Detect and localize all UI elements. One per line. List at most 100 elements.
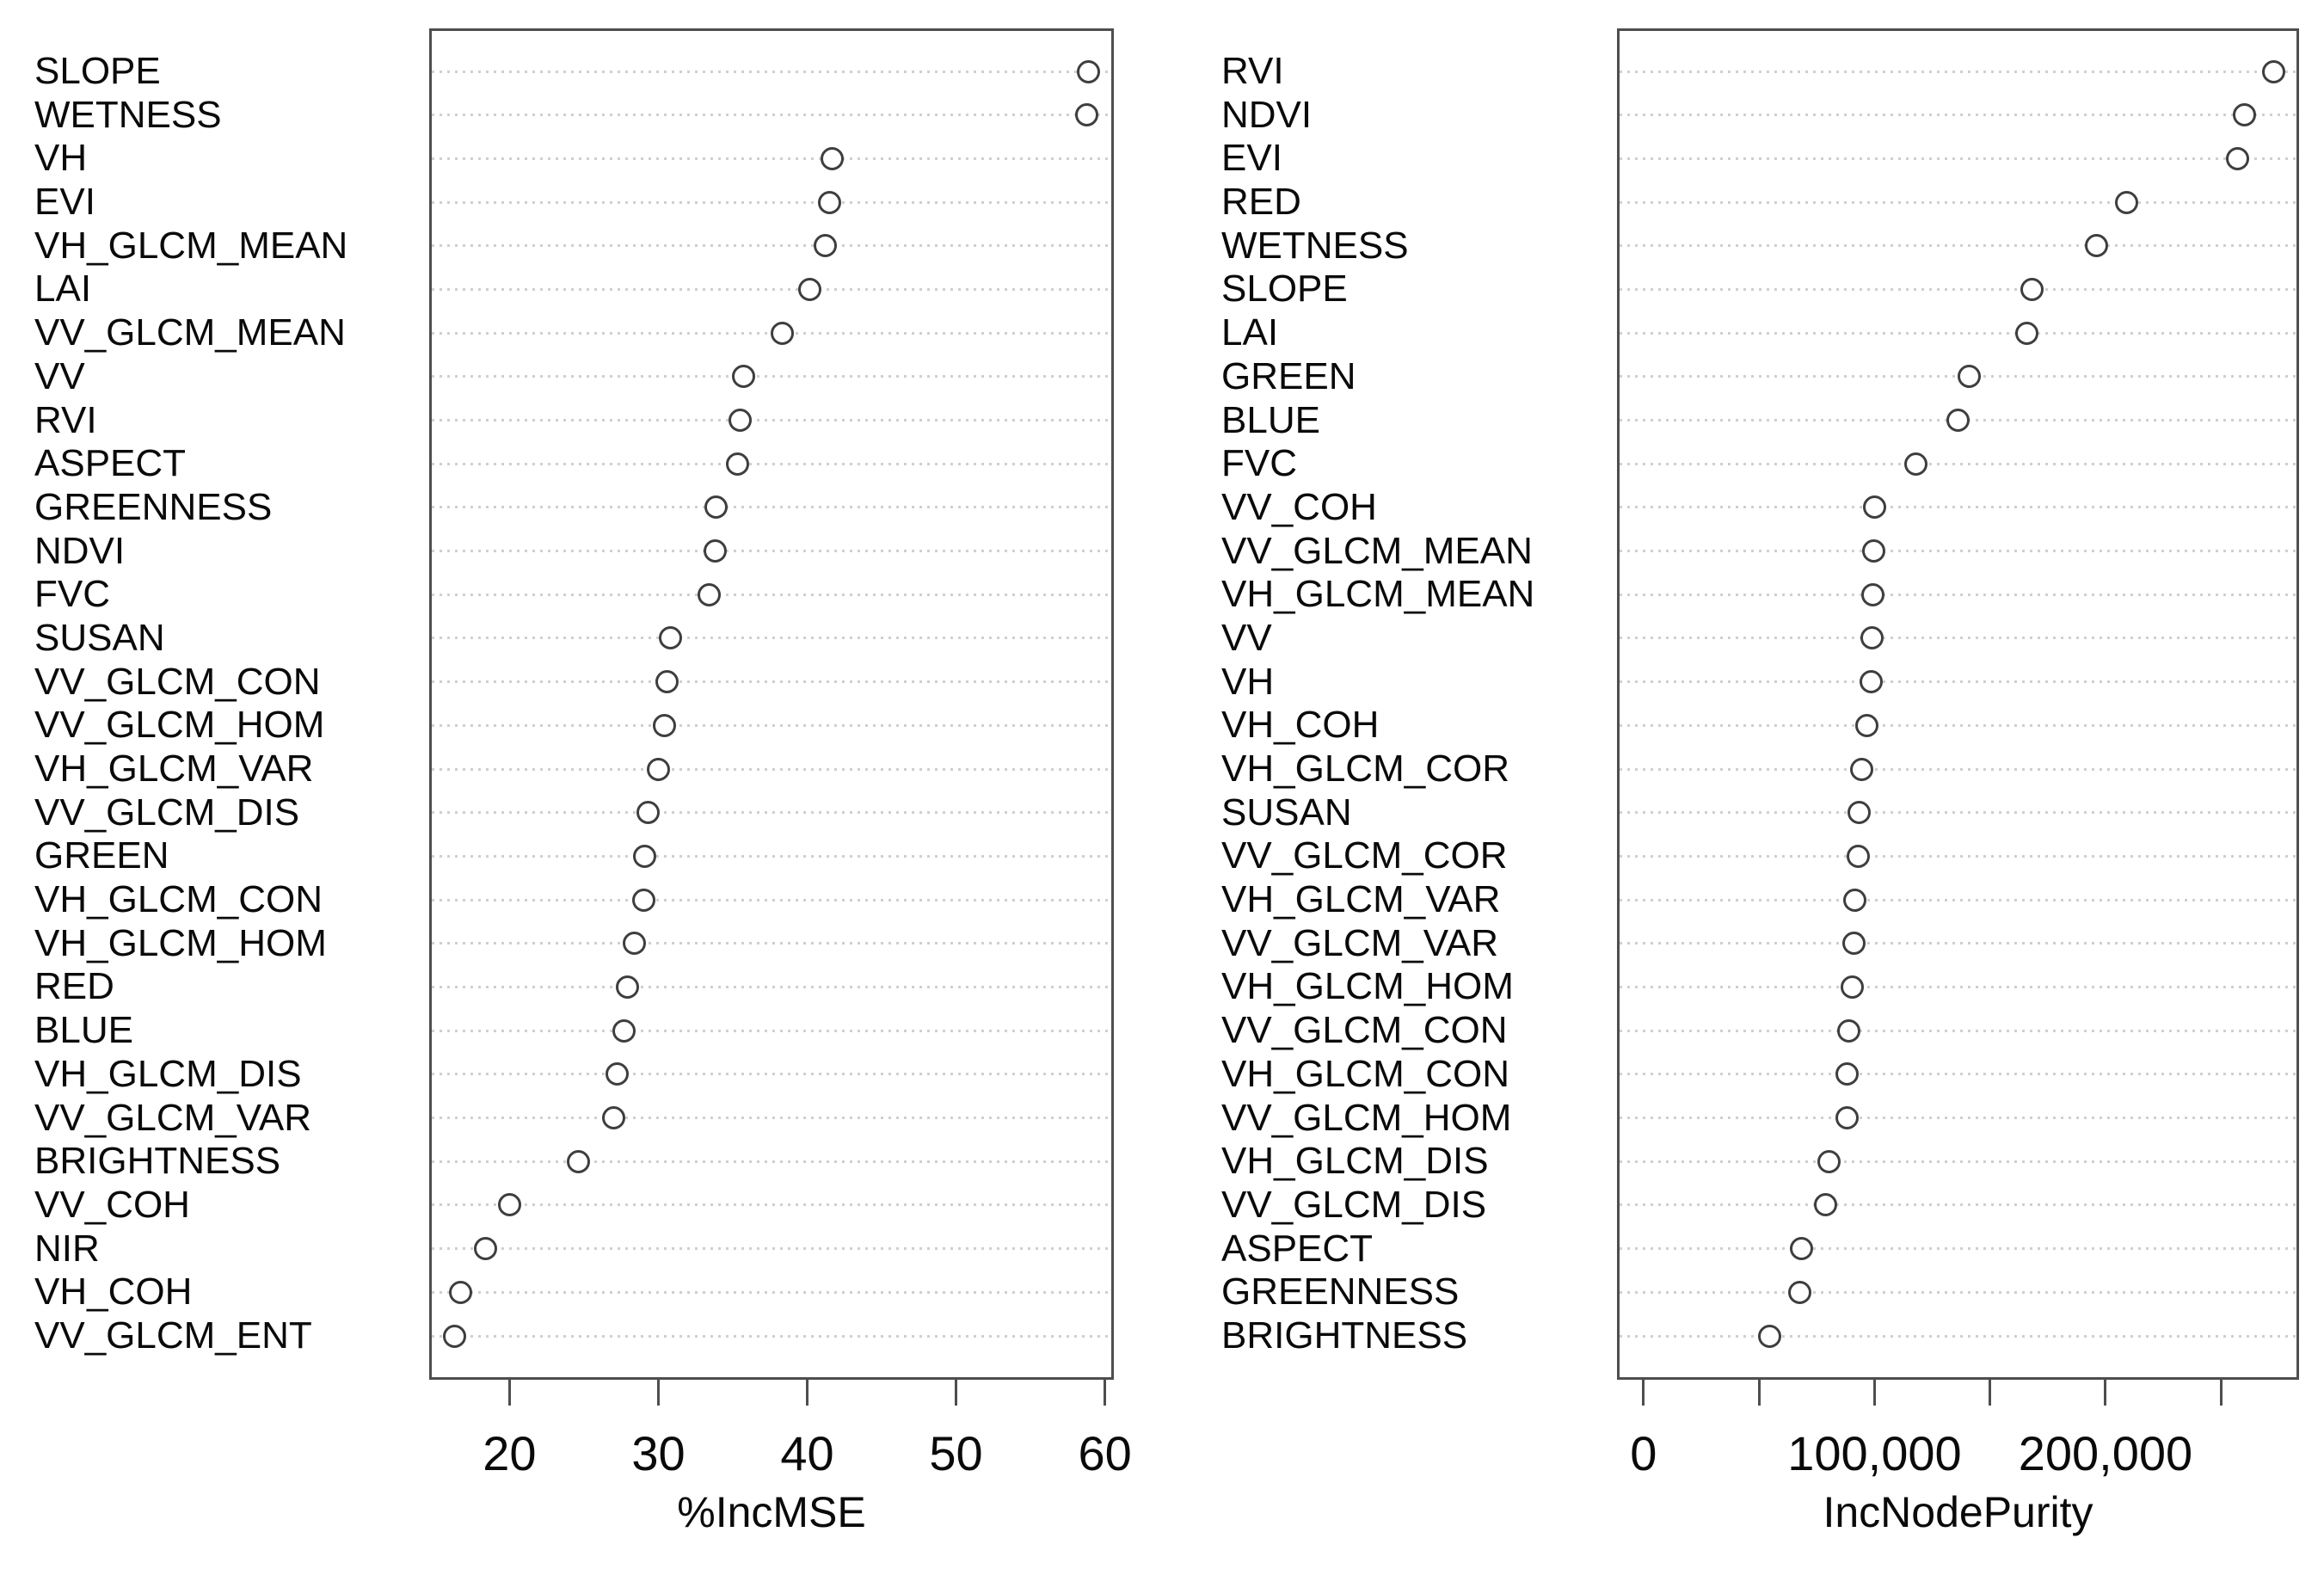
incmse-ylabel: BLUE xyxy=(34,1009,133,1052)
incnodepurity-ylabel: VV_GLCM_CON xyxy=(1221,1009,1508,1052)
x-axis-tick xyxy=(1104,1380,1107,1406)
data-point xyxy=(1849,757,1873,781)
data-point xyxy=(1842,932,1866,956)
gridline xyxy=(1620,593,2296,596)
incmse-ylabel: GREENNESS xyxy=(34,485,273,528)
incmse-ylabel: VV_GLCM_HOM xyxy=(34,704,325,747)
gridline xyxy=(1620,200,2296,204)
x-axis-tick xyxy=(806,1380,809,1406)
data-point xyxy=(1757,1324,1781,1348)
data-point xyxy=(2232,103,2256,127)
incnodepurity-ylabel: VV_GLCM_MEAN xyxy=(1221,529,1533,572)
gridline xyxy=(1620,942,2296,945)
data-point xyxy=(1860,626,1884,650)
data-point xyxy=(605,1062,629,1086)
gridline xyxy=(432,114,1111,117)
incmse-ylabel: VV_GLCM_CON xyxy=(34,660,321,703)
incnodepurity-ylabel: VV xyxy=(1221,616,1272,659)
incmse-ylabel: GREEN xyxy=(34,834,169,877)
gridline xyxy=(432,985,1111,988)
data-point xyxy=(442,1324,466,1348)
gridline xyxy=(1620,70,2296,73)
data-point xyxy=(2015,321,2039,345)
data-point xyxy=(1861,539,1885,563)
incnodepurity-ylabel: EVI xyxy=(1221,137,1282,180)
gridline xyxy=(432,680,1111,684)
incmse-ylabel: VH_COH xyxy=(34,1271,193,1314)
incmse-axis-title: %IncMSE xyxy=(677,1488,866,1536)
incnodepurity-ylabel: VV_GLCM_HOM xyxy=(1221,1096,1512,1139)
data-point xyxy=(658,626,682,650)
data-point xyxy=(770,321,794,345)
data-point xyxy=(1958,365,1982,389)
gridline xyxy=(1620,244,2296,248)
gridline xyxy=(432,70,1111,73)
incnodepurity-ylabel: NDVI xyxy=(1221,93,1313,136)
data-point xyxy=(497,1193,521,1217)
incmse-plot-box xyxy=(429,28,1114,1380)
data-point xyxy=(623,932,647,956)
gridline xyxy=(1620,1073,2296,1076)
incmse-ylabel: VH_GLCM_MEAN xyxy=(34,224,348,267)
data-point xyxy=(448,1280,472,1304)
incnodepurity-ylabel: VV_GLCM_DIS xyxy=(1221,1183,1487,1226)
gridline xyxy=(1620,1029,2296,1032)
data-point xyxy=(633,844,657,868)
gridline xyxy=(432,157,1111,160)
gridline xyxy=(432,1247,1111,1251)
data-point xyxy=(1860,670,1884,694)
gridline xyxy=(432,375,1111,378)
x-axis-tick-label: 200,000 xyxy=(2018,1426,2193,1480)
incnodepurity-ylabel: LAI xyxy=(1221,311,1279,354)
gridline xyxy=(1620,723,2296,727)
incnodepurity-ylabel: RED xyxy=(1221,181,1301,224)
x-axis-tick-label: 20 xyxy=(483,1426,537,1480)
data-point xyxy=(703,539,727,563)
gridline xyxy=(432,1160,1111,1163)
incnodepurity-ylabel: WETNESS xyxy=(1221,224,1409,267)
gridline xyxy=(1620,157,2296,160)
data-point xyxy=(615,975,639,999)
incnodepurity-ylabel: VV_GLCM_COR xyxy=(1221,834,1508,877)
gridline xyxy=(1620,985,2296,988)
gridline xyxy=(432,1117,1111,1120)
data-point xyxy=(2262,59,2286,83)
data-point xyxy=(566,1149,590,1173)
incmse-ylabel: EVI xyxy=(34,181,95,224)
incnodepurity-ylabel: SUSAN xyxy=(1221,791,1352,834)
gridline xyxy=(1620,898,2296,901)
incnodepurity-ylabel: VH xyxy=(1221,660,1275,703)
incmse-ylabel: FVC xyxy=(34,573,110,616)
gridline xyxy=(1620,1290,2296,1294)
gridline xyxy=(432,419,1111,422)
data-point xyxy=(1841,975,1865,999)
gridline xyxy=(432,942,1111,945)
x-axis-tick xyxy=(1642,1380,1645,1406)
incnodepurity-ylabel: BRIGHTNESS xyxy=(1221,1314,1468,1357)
incmse-ylabel: NIR xyxy=(34,1227,100,1270)
data-point xyxy=(1946,409,1970,433)
data-point xyxy=(729,409,753,433)
incmse-ylabel: NDVI xyxy=(34,529,126,572)
data-point xyxy=(636,801,660,825)
data-point xyxy=(2084,234,2108,258)
incmse-ylabel: VH_GLCM_VAR xyxy=(34,748,314,791)
x-axis-tick xyxy=(1872,1380,1876,1406)
incnodepurity-ylabel: VH_GLCM_HOM xyxy=(1221,965,1514,1008)
data-point xyxy=(1846,844,1870,868)
data-point xyxy=(652,713,676,737)
gridline xyxy=(1620,1334,2296,1338)
gridline xyxy=(432,462,1111,465)
incmse-ylabel: VV_GLCM_MEAN xyxy=(34,311,346,354)
gridline xyxy=(432,550,1111,553)
data-point xyxy=(1814,1193,1838,1217)
incmse-ylabel: SLOPE xyxy=(34,50,161,92)
gridline xyxy=(432,767,1111,771)
gridline xyxy=(432,898,1111,901)
incmse-ylabel: VV_COH xyxy=(34,1183,190,1226)
x-axis-tick xyxy=(1989,1380,1992,1406)
data-point xyxy=(817,190,841,214)
incnodepurity-ylabel: SLOPE xyxy=(1221,268,1348,311)
incmse-ylabel: VV xyxy=(34,354,85,397)
